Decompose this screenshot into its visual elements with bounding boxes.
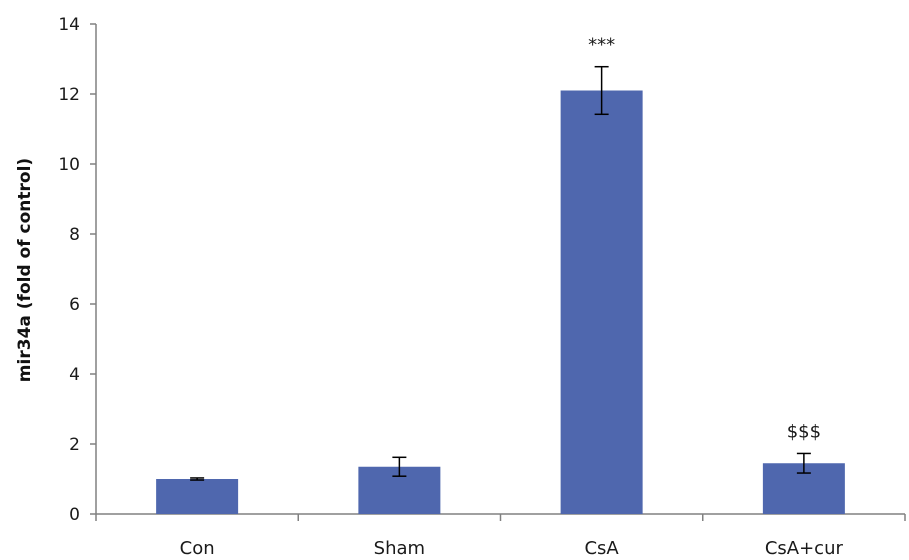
y-axis-title: mir34a (fold of control) [15,158,35,382]
y-tick-label: 12 [58,85,80,105]
y-tick-label: 10 [58,155,80,175]
y-tick-label: 4 [69,365,80,385]
y-tick-label: 6 [69,295,80,315]
significance-annotation: $$$ [787,421,821,442]
x-category-label: Con [180,538,215,559]
y-tick-label: 2 [69,435,80,455]
significance-annotation: *** [588,35,615,56]
axes: 0 2 4 6 8 10 12 14 [58,15,906,525]
x-category-label: Sham [374,538,425,559]
labels-group: Con Sham CsA *** CsA+cur $$$ [180,35,844,559]
bars-group [156,65,845,514]
y-tick-label: 8 [69,225,80,245]
y-tick-label: 0 [69,505,80,525]
x-category-label: CsA [584,538,619,559]
bar-csa [560,90,643,514]
bar-con [156,479,239,514]
y-tick-label: 14 [58,15,80,35]
x-category-label: CsA+cur [765,538,844,559]
